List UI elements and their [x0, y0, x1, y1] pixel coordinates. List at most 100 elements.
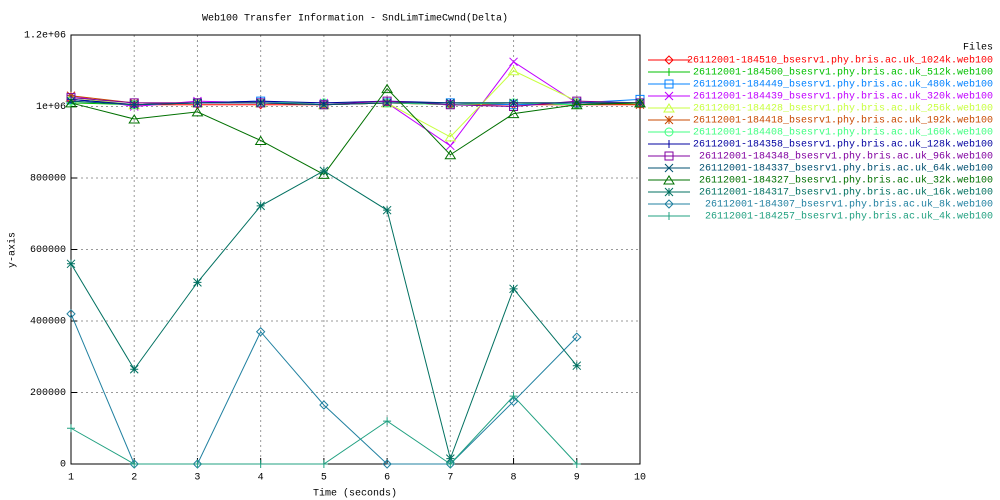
- data-point: [445, 98, 455, 108]
- data-point: [256, 98, 266, 108]
- data-point: [254, 135, 267, 145]
- legend-marker: [665, 140, 673, 148]
- data-point: [572, 332, 582, 342]
- chart-title: Web100 Transfer Information - SndLimTime…: [202, 13, 508, 25]
- x-tick-label: 7: [447, 473, 453, 484]
- legend-marker: [664, 199, 674, 209]
- legend-label: 26112001-184307_bsesrv1.phy.bris.ac.uk_8…: [705, 199, 993, 211]
- legend-marker: [664, 187, 674, 197]
- y-tick-label: 400000: [30, 317, 66, 328]
- data-point: [446, 460, 455, 468]
- legend-marker: [663, 175, 675, 185]
- data-point: [67, 424, 75, 433]
- data-point: [319, 100, 329, 110]
- legend-label: 26112001-184408_bsesrv1.phy.bris.ac.uk_1…: [693, 127, 993, 139]
- x-tick-label: 6: [384, 473, 390, 484]
- data-point: [256, 201, 266, 211]
- data-point: [508, 396, 519, 407]
- x-tick-label: 5: [321, 473, 327, 484]
- data-point: [570, 99, 583, 110]
- x-tick-label: 4: [258, 473, 264, 484]
- data-point: [572, 361, 582, 371]
- data-point: [509, 284, 518, 294]
- legend-label: 26112001-184327_bsesrv1.phy.bris.ac.uk_3…: [699, 175, 993, 187]
- data-point: [319, 100, 329, 110]
- legend-label: 26112001-184257_bsesrv1.phy.bris.ac.uk_4…: [705, 211, 993, 223]
- legend-marker: [665, 212, 673, 220]
- data-point: [382, 205, 392, 215]
- data-point: [319, 460, 328, 468]
- data-point: [444, 131, 457, 142]
- x-tick-label: 10: [634, 473, 646, 484]
- y-tick-label: 0: [60, 460, 66, 471]
- series-line: [70, 100, 640, 106]
- legend-label: 26112001-184348_bsesrv1.phy.bris.ac.uk_9…: [699, 151, 993, 163]
- data-point: [319, 166, 329, 176]
- legend-marker: [663, 103, 675, 113]
- legend-label: 26112001-184418_bsesrv1.phy.bris.ac.uk_1…: [693, 115, 993, 127]
- data-point: [66, 309, 76, 319]
- data-point: [256, 98, 266, 108]
- data-point: [382, 98, 392, 108]
- data-point: [509, 57, 518, 67]
- data-point: [193, 460, 202, 468]
- legend-marker: [664, 127, 674, 137]
- series-line: [70, 97, 641, 108]
- data-point: [507, 65, 520, 76]
- legend-marker: [664, 91, 674, 101]
- data-point: [255, 327, 266, 337]
- x-tick-label: 1: [68, 473, 74, 484]
- legend-marker: [665, 68, 673, 76]
- x-tick-label: 8: [511, 473, 517, 484]
- data-point: [130, 460, 139, 468]
- series-line: [70, 87, 641, 176]
- data-point: [572, 460, 581, 468]
- x-tick-label: 3: [194, 473, 200, 484]
- data-point: [66, 259, 76, 269]
- data-point: [445, 454, 455, 463]
- legend-label: 26112001-184337_bsesrv1.phy.bris.ac.uk_6…: [699, 163, 993, 175]
- data-point: [319, 400, 329, 410]
- data-point: [444, 149, 457, 160]
- y-tick-label: 600000: [30, 245, 66, 256]
- legend-label: 26112001-184317_bsesrv1.phy.bris.ac.uk_1…: [699, 187, 993, 199]
- y-tick-label: 1.2e+06: [24, 31, 66, 42]
- data-point: [193, 98, 202, 108]
- y-tick-label: 200000: [30, 388, 66, 399]
- x-axis-label: Time (seconds): [313, 488, 397, 500]
- data-point: [509, 98, 518, 108]
- data-point: [129, 100, 139, 110]
- data-point: [317, 169, 330, 179]
- data-point: [382, 459, 392, 469]
- legend-marker: [664, 115, 674, 125]
- data-point: [128, 114, 141, 124]
- x-tick-label: 9: [574, 473, 580, 484]
- legend-marker: [664, 79, 674, 89]
- legend-marker: [664, 163, 674, 173]
- legend-label: 26112001-184500_bsesrv1.phy.bris.ac.uk_5…: [693, 67, 993, 79]
- data-point: [445, 100, 455, 110]
- y-tick-label: 1e+06: [36, 102, 66, 113]
- data-point: [509, 392, 518, 401]
- data-point: [634, 97, 646, 108]
- data-point: [445, 141, 455, 151]
- data-point: [65, 97, 77, 108]
- legend-label: 26112001-184449_bsesrv1.phy.bris.ac.uk_4…: [693, 79, 993, 91]
- y-tick-label: 800000: [30, 174, 66, 185]
- legend-label: 26112001-184439_bsesrv1.phy.bris.ac.uk_3…: [693, 91, 993, 103]
- legend-label: 26112001-184428_bsesrv1.phy.bris.ac.uk_2…: [693, 103, 993, 115]
- plot-frame: [70, 34, 641, 465]
- data-point: [383, 417, 392, 426]
- legend-label: 26112001-184510_bsesrv1.phy.bris.ac.uk_1…: [687, 55, 993, 67]
- data-point: [507, 108, 520, 119]
- data-point: [382, 96, 392, 106]
- y-axis-label: y-axis: [7, 232, 19, 268]
- data-point: [129, 364, 139, 374]
- legend-marker: [664, 151, 674, 161]
- data-point: [381, 83, 394, 94]
- data-point: [193, 278, 202, 287]
- data-point: [256, 460, 265, 468]
- legend-title: Files: [963, 42, 993, 54]
- data-point: [191, 106, 204, 117]
